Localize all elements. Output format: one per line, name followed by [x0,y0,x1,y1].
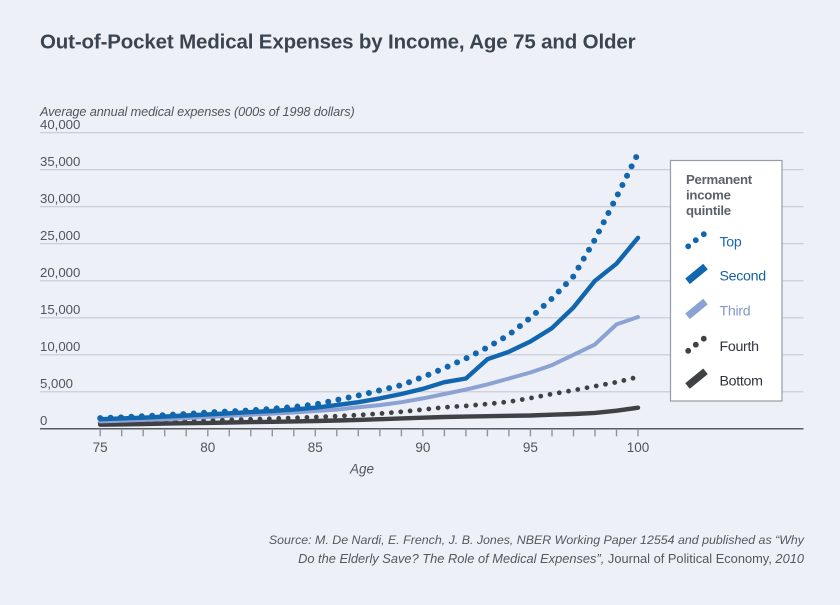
svg-text:90: 90 [415,440,430,455]
svg-text:100: 100 [627,440,650,455]
svg-text:10,000: 10,000 [40,339,80,354]
svg-text:Source: M. De Nardi, E. French: Source: M. De Nardi, E. French, J. B. Jo… [269,533,805,547]
svg-text:75: 75 [93,440,108,455]
svg-text:Third: Third [720,304,751,320]
svg-text:80: 80 [200,440,215,455]
svg-text:Age: Age [349,462,374,477]
svg-text:Average annual medical expense: Average annual medical expenses (000s of… [39,105,355,119]
svg-text:Do the Elderly Save? The Role: Do the Elderly Save? The Role of Medical… [298,551,805,566]
svg-text:35,000: 35,000 [40,154,80,169]
svg-text:Fourth: Fourth [720,339,759,355]
svg-text:5,000: 5,000 [40,376,73,391]
svg-text:40,000: 40,000 [40,117,80,132]
svg-text:quintile: quintile [686,203,731,218]
svg-text:Top: Top [720,235,742,251]
svg-text:Out-of-Pocket Medical Expenses: Out-of-Pocket Medical Expenses by Income… [40,31,636,54]
svg-text:income: income [686,187,731,202]
svg-text:95: 95 [523,440,538,455]
svg-text:20,000: 20,000 [40,265,80,280]
svg-text:15,000: 15,000 [40,302,80,317]
svg-text:Permanent: Permanent [686,172,753,187]
svg-text:25,000: 25,000 [40,228,80,243]
svg-text:0: 0 [40,413,47,428]
svg-text:85: 85 [308,440,323,455]
svg-text:Second: Second [720,269,766,285]
svg-text:Bottom: Bottom [720,373,763,389]
svg-text:30,000: 30,000 [40,191,80,206]
